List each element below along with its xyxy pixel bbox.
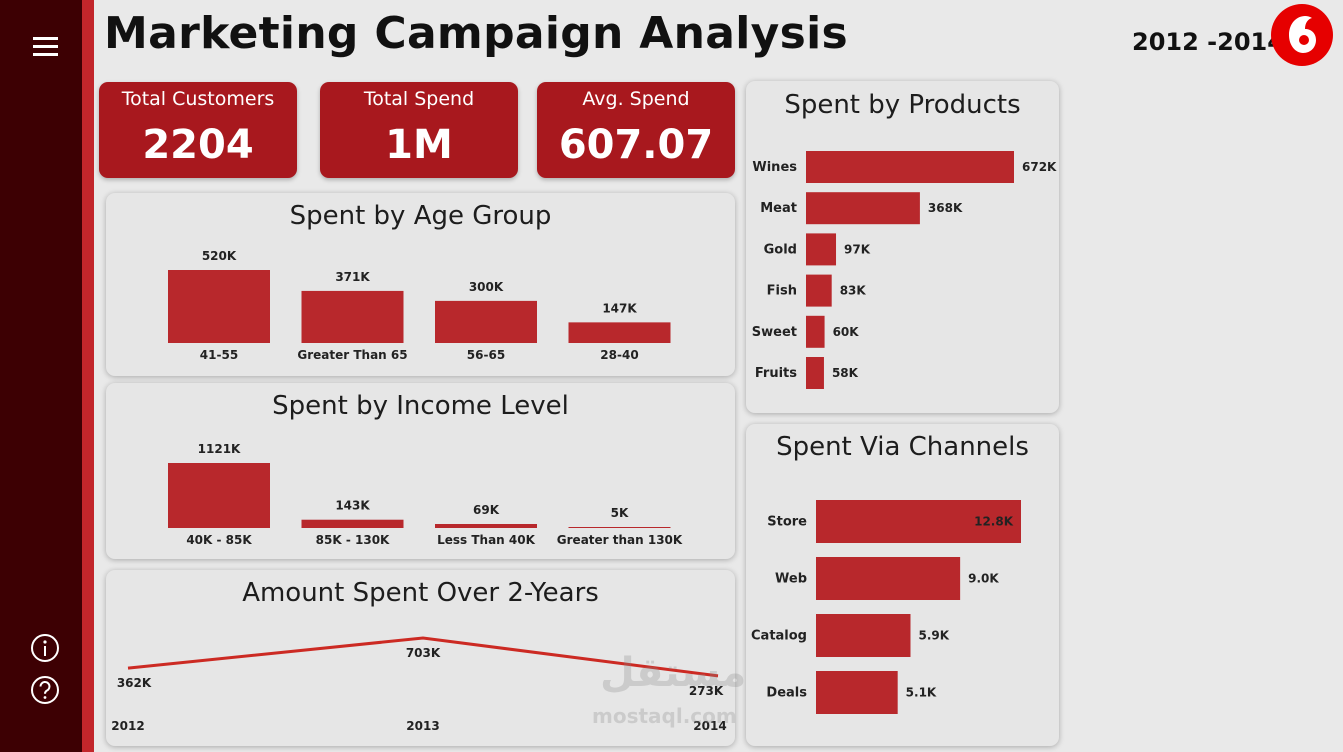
category-label: Less Than 40K (437, 533, 535, 547)
bar-channels[interactable] (816, 671, 898, 714)
data-label: 368K (928, 201, 963, 215)
data-label: 703K (406, 646, 441, 660)
category-label: Gold (764, 242, 797, 257)
category-label: Deals (766, 686, 807, 701)
series-line[interactable] (127, 636, 719, 678)
data-label: 5K (611, 506, 629, 520)
category-label: Web (775, 572, 807, 587)
category-label: Store (767, 515, 807, 530)
income-level-panel: Spent by Income Level 1121K 40K - 85K 143K… (106, 383, 735, 559)
data-label: 300K (469, 280, 504, 294)
category-label: 56-65 (467, 348, 505, 362)
bar-products[interactable] (806, 315, 825, 348)
bar-age[interactable] (301, 290, 404, 343)
data-label: 672K (1022, 160, 1057, 174)
data-label: 12.8K (974, 515, 1014, 529)
income-level-chart: 1121K 40K - 85K 143K 85K - 130K 69K Less Than… (168, 442, 683, 547)
data-label: 58K (832, 366, 859, 380)
kpi-label: Avg. Spend (582, 88, 690, 110)
bar-age[interactable] (168, 270, 270, 343)
yearly-spend-panel: Amount Spent Over 2-Years 362K 2012 703K 20… (106, 570, 735, 746)
category-label: 41-55 (200, 348, 238, 362)
panel-title: Spent Via Channels (776, 432, 1029, 462)
data-label: 1121K (198, 442, 241, 456)
category-label: Fruits (755, 366, 797, 381)
data-label: 60K (833, 325, 860, 339)
kpi-total-customers: Total Customers 2204 (99, 82, 297, 178)
bar-income[interactable] (568, 527, 671, 528)
category-label: 28-40 (600, 348, 638, 362)
category-label: Greater than 130K (557, 533, 683, 547)
category-label: Wines (752, 160, 797, 175)
vodafone-logo-icon (1270, 3, 1334, 67)
category-label: 85K - 130K (316, 533, 390, 547)
hamburger-menu-icon[interactable] (22, 24, 68, 70)
data-label: 5.1K (906, 686, 937, 700)
bar-products[interactable] (806, 274, 832, 307)
data-label: 143K (335, 499, 370, 513)
bar-products[interactable] (806, 151, 1014, 183)
yearly-spend-chart: 362K 2012 703K 2013 273K 2014 (111, 636, 727, 733)
bar-products[interactable] (806, 357, 824, 389)
category-label: Greater Than 65 (297, 348, 407, 362)
data-label: 147K (602, 301, 637, 315)
year-range: 2012 -2014 (1132, 28, 1284, 56)
data-label: 273K (689, 684, 724, 698)
panel-title: Amount Spent Over 2-Years (242, 578, 599, 608)
bar-channels[interactable] (816, 557, 961, 600)
category-label: Fish (767, 284, 797, 299)
page-title: Marketing Campaign Analysis (104, 8, 848, 59)
products-chart: Wines 672K Meat 368K Gold 97K Fish 83K Sweet 60K F… (752, 151, 1057, 389)
bar-age[interactable] (568, 322, 671, 343)
data-label: 9.0K (968, 572, 999, 586)
sidebar-accent-strip (82, 0, 94, 752)
watermark: مستقل mostaql.com (590, 650, 760, 740)
kpi-value: 607.07 (558, 122, 714, 168)
sidebar (0, 0, 82, 752)
kpi-total-spend: Total Spend 1M (320, 82, 518, 178)
panel-title: Spent by Income Level (272, 391, 569, 421)
age-group-panel: Spent by Age Group 520K 41-55 371K Greater … (106, 193, 735, 376)
bar-products[interactable] (806, 192, 920, 225)
bar-income[interactable] (435, 523, 537, 528)
channels-panel: Spent Via Channels Store 12.8K Web 9.0K Cata… (746, 424, 1059, 746)
category-label: Meat (760, 201, 797, 216)
kpi-label: Total Spend (363, 88, 475, 110)
category-label: Sweet (752, 325, 797, 340)
data-label: 5.9K (918, 629, 949, 643)
data-label: 97K (844, 242, 871, 256)
kpi-label: Total Customers (121, 88, 275, 110)
data-label: 362K (117, 676, 152, 690)
data-label: 69K (473, 503, 500, 517)
watermark-latin: mostaql.com (592, 704, 737, 728)
channels-chart: Store 12.8K Web 9.0K Catalog 5.9K Deals 5.1K (751, 500, 1021, 714)
info-icon[interactable] (22, 625, 68, 671)
data-label: 371K (335, 270, 370, 284)
products-panel: Spent by Products Wines 672K Meat 368K Gold 9… (746, 81, 1059, 413)
kpi-avg-spend: Avg. Spend 607.07 (537, 82, 735, 178)
x-tick-label: 2013 (406, 719, 439, 733)
panel-title: Spent by Age Group (289, 201, 552, 231)
help-icon[interactable] (22, 667, 68, 713)
bar-age[interactable] (435, 300, 537, 343)
data-label: 83K (840, 284, 867, 298)
age-group-chart: 520K 41-55 371K Greater Than 65 300K 56-65 147… (168, 249, 671, 362)
kpi-value: 1M (385, 122, 453, 168)
category-label: 40K - 85K (186, 533, 252, 547)
panel-title: Spent by Products (784, 90, 1021, 120)
bar-income[interactable] (301, 519, 404, 528)
watermark-arabic: مستقل (600, 650, 747, 696)
category-label: Catalog (751, 629, 807, 644)
x-tick-label: 2014 (693, 719, 726, 733)
bar-income[interactable] (168, 463, 270, 528)
x-tick-label: 2012 (111, 719, 144, 733)
kpi-value: 2204 (142, 122, 254, 168)
data-label: 520K (202, 249, 237, 263)
bar-products[interactable] (806, 233, 837, 266)
bar-channels[interactable] (816, 614, 911, 657)
bar-channels[interactable] (816, 500, 1021, 543)
